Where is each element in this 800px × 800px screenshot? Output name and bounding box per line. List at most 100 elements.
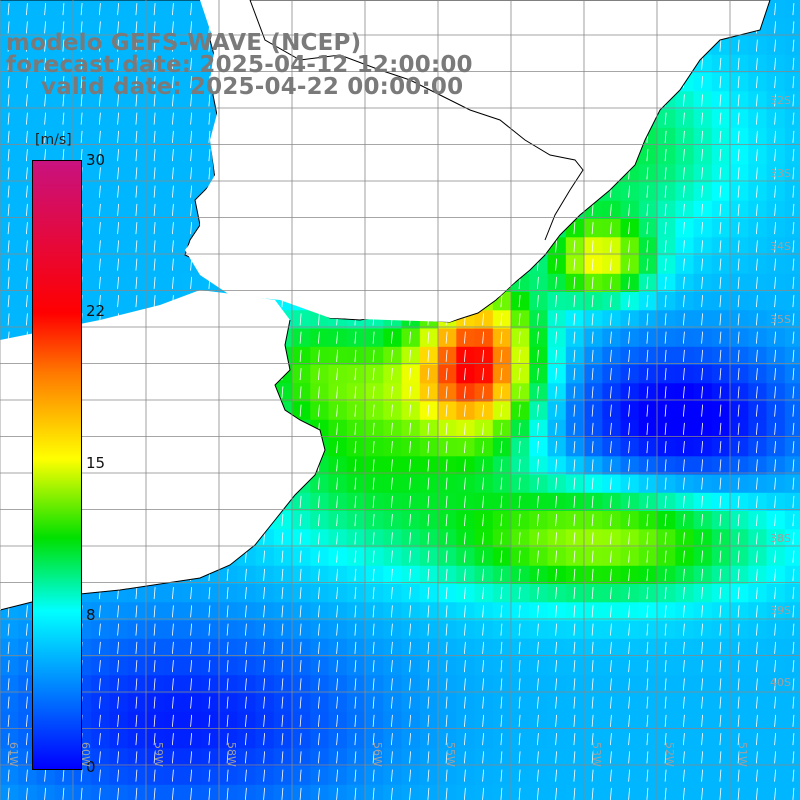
field-cell [200, 711, 220, 731]
field-cell [730, 54, 749, 74]
field-cell [602, 237, 622, 257]
wind-arrow [737, 258, 740, 271]
wind-arrow [792, 167, 795, 180]
wind-arrow [701, 587, 703, 600]
wind-arrow [226, 787, 229, 800]
field-cell [383, 711, 403, 731]
field-cell [675, 492, 695, 512]
wind-arrow [610, 404, 612, 417]
wind-arrow [99, 76, 101, 89]
wind-arrow [190, 605, 192, 618]
wind-arrow [409, 368, 411, 381]
lat-label-35s: 35S [770, 313, 791, 326]
field-cell [748, 346, 768, 366]
wind-arrow [701, 787, 703, 800]
wind-arrow [7, 313, 10, 326]
wind-arrow [610, 276, 612, 289]
field-cell [365, 365, 384, 384]
wind-arrow [518, 605, 521, 618]
wind-arrow [464, 587, 466, 600]
wind-arrow [537, 641, 539, 654]
field-cell [310, 511, 330, 530]
wind-arrow [737, 751, 740, 764]
wind-arrow [610, 532, 612, 545]
field-cell [456, 730, 476, 749]
field-cell [146, 54, 165, 74]
wind-arrow [354, 331, 357, 344]
wind-arrow [336, 678, 338, 691]
field-cell [273, 638, 293, 658]
field-cell [474, 438, 494, 457]
wind-arrow [336, 787, 338, 800]
wind-arrow [354, 678, 357, 691]
field-cell [730, 766, 749, 786]
field-cell [383, 784, 403, 800]
wind-arrow [774, 240, 776, 253]
wind-arrow [664, 167, 667, 180]
wind-arrow [683, 641, 685, 654]
field-cell [766, 109, 786, 129]
wind-arrow [372, 623, 375, 636]
field-cell [146, 237, 165, 257]
field-cell [310, 638, 330, 658]
field-cell [784, 547, 800, 567]
wind-arrow [500, 477, 503, 490]
field-cell [365, 328, 384, 348]
wind-arrow [573, 386, 576, 399]
field-cell [164, 73, 184, 92]
field-cell [638, 182, 658, 202]
field-cell [127, 620, 147, 640]
field-cell [602, 401, 622, 421]
wind-arrow [464, 459, 466, 472]
field-cell [36, 0, 56, 19]
field-cell [748, 419, 768, 439]
wind-arrow [537, 349, 539, 362]
wind-arrow [610, 641, 612, 654]
field-cell [529, 474, 549, 494]
field-cell [584, 711, 603, 731]
field-cell [584, 310, 603, 330]
field-cell [675, 584, 695, 603]
wind-arrow [537, 660, 539, 673]
field-cell [237, 657, 257, 676]
wind-arrow [445, 550, 448, 563]
field-cell [657, 237, 676, 257]
field-cell [273, 602, 293, 622]
field-cell [748, 292, 768, 311]
field-cell [492, 328, 512, 348]
wind-arrow [573, 368, 576, 381]
wind-arrow [482, 550, 484, 563]
field-cell [328, 584, 348, 603]
field-cell [511, 383, 530, 403]
field-cell [584, 419, 603, 439]
field-cell [693, 474, 713, 494]
field-cell [73, 0, 92, 19]
field-cell [529, 620, 549, 640]
wind-arrow [427, 751, 430, 764]
wind-arrow [80, 112, 83, 125]
field-cell [766, 182, 786, 202]
wind-arrow [683, 368, 685, 381]
wind-arrow [172, 240, 174, 253]
wind-arrow [683, 678, 685, 691]
field-cell [638, 638, 658, 658]
field-cell [511, 474, 530, 494]
wind-arrow [263, 605, 265, 618]
field-cell [638, 456, 658, 476]
wind-arrow [701, 386, 703, 399]
wind-arrow [153, 787, 156, 800]
field-cell [784, 182, 800, 202]
field-cell [292, 730, 311, 749]
wind-arrow [628, 641, 630, 654]
field-cell [164, 675, 184, 695]
field-cell [602, 730, 622, 749]
field-cell [474, 419, 494, 439]
field-cell [164, 748, 184, 768]
field-cell [182, 675, 202, 695]
field-cell [310, 401, 330, 421]
wind-arrow [610, 459, 612, 472]
field-cell [766, 474, 786, 494]
field-cell [730, 784, 749, 800]
field-cell [365, 438, 384, 457]
field-cell [638, 492, 658, 512]
